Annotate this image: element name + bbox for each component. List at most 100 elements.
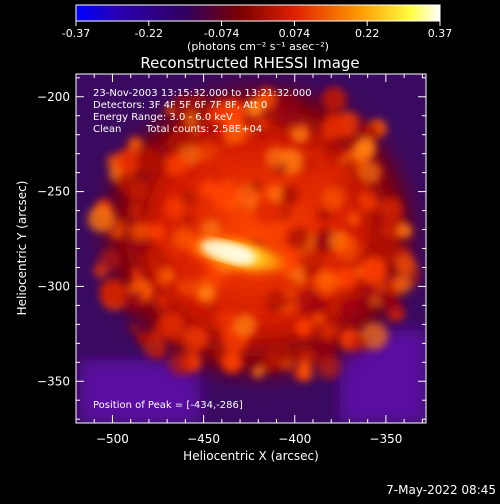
x-tick-label: −400	[278, 432, 311, 446]
heatmap-blob	[164, 197, 186, 218]
heatmap-blob	[87, 205, 115, 233]
heatmap-peak-core	[200, 239, 256, 265]
heatmap-blob	[321, 113, 347, 139]
colorbar-tick-label: -0.074	[204, 27, 239, 40]
heatmap-blob	[292, 352, 303, 363]
heatmap-blob	[99, 278, 127, 306]
heatmap-blob	[280, 185, 300, 205]
heatmap-blob	[359, 257, 387, 284]
heatmap-blob	[362, 283, 375, 297]
heatmap-blob	[119, 151, 142, 173]
colorbar-tick-label: 0.074	[279, 27, 311, 40]
heatmap-blob	[269, 353, 281, 365]
colorbar: -0.37 -0.22 -0.074 0.074 0.22 0.37 (photons c…	[62, 4, 452, 53]
x-tick-label: −500	[96, 432, 129, 446]
heatmap-blob	[299, 360, 311, 372]
colorbar-tick-label: -0.37	[62, 27, 90, 40]
annotation-detectors: Detectors: 3F 4F 5F 6F 7F 8F, Att 0	[93, 100, 267, 111]
heatmap-blob	[279, 118, 291, 129]
heatmap-blob	[280, 357, 295, 372]
chart-title: Reconstructed RHESSI Image	[140, 54, 359, 72]
heatmap-blob	[318, 316, 341, 340]
heatmap-blob	[327, 302, 342, 318]
footer-date: 7-May-2022 08:45	[386, 483, 496, 497]
heatmap-blob	[180, 211, 196, 228]
heatmap-blob	[219, 141, 230, 152]
colorbar-unit-label: (photons cm⁻² s⁻¹ asec⁻²)	[187, 40, 329, 53]
heatmap-image	[76, 74, 426, 423]
heatmap-blob	[220, 157, 240, 177]
heatmap-blob	[397, 223, 413, 239]
heatmap-blob	[290, 124, 310, 144]
heatmap-blob	[196, 141, 218, 163]
heatmap-blob	[346, 212, 361, 226]
heatmap-blob	[130, 204, 142, 216]
heatmap-blob	[250, 179, 263, 192]
heatmap-blob	[222, 119, 248, 145]
heatmap-blob	[323, 272, 339, 288]
heatmap-blob	[164, 153, 188, 177]
annotation-counts: Total counts: 2.58E+04	[145, 124, 262, 135]
colorbar-tick-label: 0.22	[355, 27, 380, 40]
heatmap-blob	[128, 322, 141, 335]
annotation-energy: Energy Range: 3.0 - 6.0 keV	[93, 112, 233, 123]
heatmap-blob	[130, 221, 150, 241]
heatmap-blob	[116, 173, 133, 190]
heatmap-blob	[215, 309, 238, 332]
colorbar-tick-label: -0.22	[135, 27, 163, 40]
heatmap-blob	[122, 290, 145, 313]
heatmap-blob	[352, 137, 376, 161]
heatmap-blob	[379, 196, 403, 220]
heatmap-blob	[290, 113, 306, 129]
heatmap-blob	[382, 295, 403, 315]
heatmap-blob	[322, 162, 351, 190]
heatmap-blob	[154, 269, 173, 288]
heatmap-blob	[265, 146, 287, 168]
heatmap-blob	[136, 330, 151, 345]
heatmap-blob	[136, 148, 162, 174]
heatmap-blob	[171, 332, 185, 346]
heatmap-blob	[207, 303, 218, 315]
heatmap-blob	[251, 365, 265, 379]
y-tick-label: −300	[37, 279, 70, 293]
heatmap-blob	[359, 160, 382, 184]
heatmap-blob	[361, 123, 381, 142]
colorbar-ticks: -0.37 -0.22 -0.074 0.074 0.22 0.37	[62, 21, 452, 40]
annotations: 23-Nov-2003 13:15:32.000 to 13:21:32.000…	[93, 88, 312, 411]
heatmap-blob	[321, 86, 347, 112]
heatmap-blob	[114, 219, 127, 232]
heatmap-blob	[147, 223, 166, 242]
heatmap-blob	[311, 300, 324, 313]
heatmap-blob	[188, 94, 208, 114]
heatmap-blob	[285, 294, 299, 308]
x-tick-label: −450	[187, 432, 220, 446]
x-axis-label: Heliocentric X (arcsec)	[183, 449, 319, 463]
heatmap-blob	[287, 227, 311, 251]
heatmap-blob	[197, 284, 216, 303]
heatmap-blob	[106, 154, 120, 168]
x-tick-label: −350	[369, 432, 402, 446]
heatmap-blob	[322, 187, 346, 210]
heatmap-blob	[252, 197, 280, 225]
heatmap-blob	[394, 254, 417, 276]
y-tick-label: −250	[37, 185, 70, 199]
heatmap-blob	[245, 99, 264, 118]
heatmap-blob	[316, 355, 341, 380]
y-tick-label: −200	[37, 90, 70, 104]
heatmap-blob	[131, 268, 142, 279]
heatmap-blob	[345, 175, 368, 198]
heatmap-blob	[167, 133, 184, 151]
heatmap-blob	[294, 318, 314, 337]
heatmap-blob	[318, 208, 332, 223]
heatmap-blob	[233, 313, 257, 337]
heatmap-blob	[227, 197, 242, 212]
heatmap-blob	[357, 191, 378, 212]
heatmap-blob	[98, 248, 121, 271]
heatmap-blob	[273, 91, 300, 118]
y-axis: −350 −300 −250 −200	[37, 77, 426, 420]
annotation-clean: Clean	[93, 124, 121, 135]
heatmap-blob	[300, 155, 319, 174]
y-axis-label: Heliocentric Y (arcsec)	[15, 181, 29, 316]
heatmap-blob	[334, 267, 357, 290]
